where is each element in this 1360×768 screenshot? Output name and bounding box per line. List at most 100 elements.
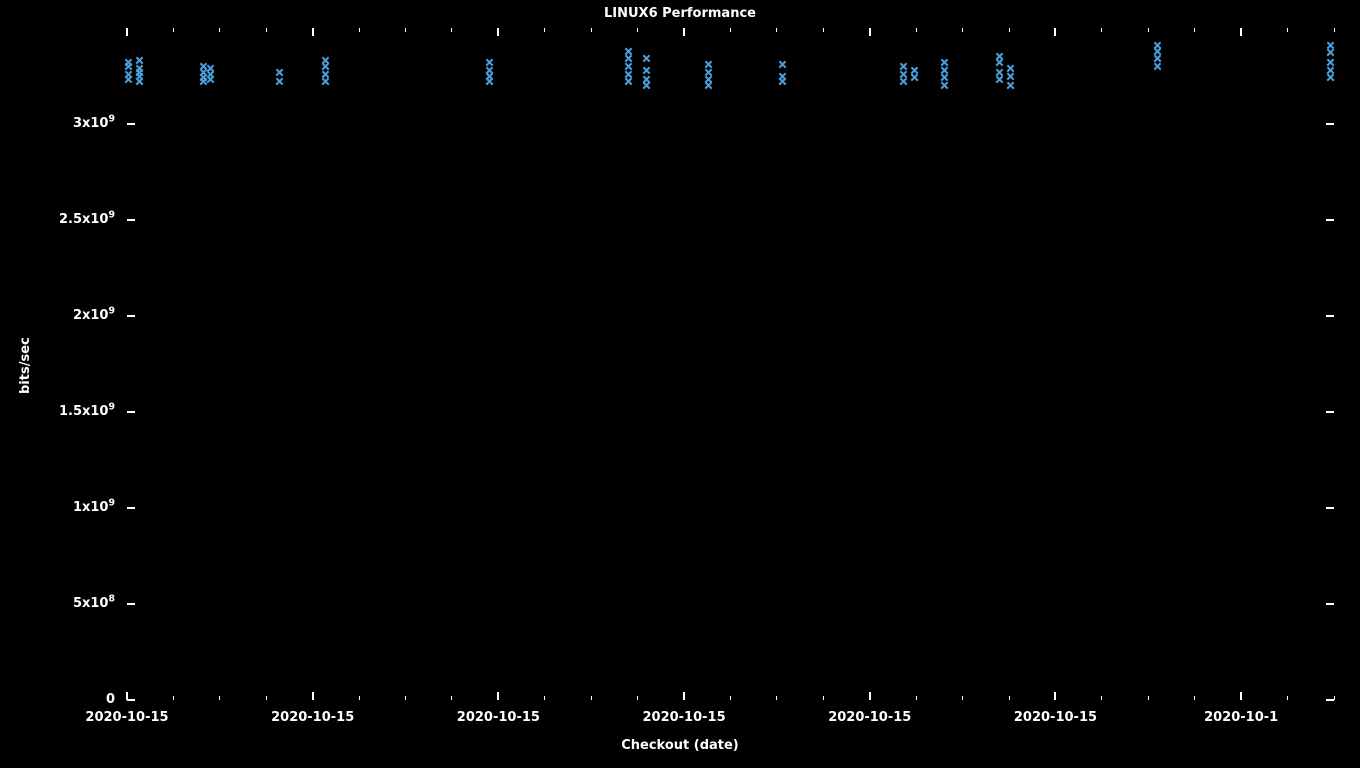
data-point (705, 61, 712, 68)
x-minor-tick-mark (359, 696, 360, 700)
x-tick-label: 2020-10-15 (448, 710, 548, 725)
x-tick-mark (1054, 28, 1056, 36)
x-minor-tick-mark (405, 696, 406, 700)
x-tick-mark (1240, 28, 1242, 36)
y-axis-label: bits/sec (18, 337, 33, 394)
x-minor-tick-mark (823, 696, 824, 700)
data-point (322, 78, 329, 85)
y-tick-mark (127, 603, 135, 605)
x-axis-label: Checkout (date) (0, 738, 1360, 753)
y-tick-mark (1326, 123, 1334, 125)
y-tick-mark (1326, 315, 1334, 317)
data-point (1007, 82, 1014, 89)
y-tick-mark (127, 411, 135, 413)
x-tick-mark (312, 28, 314, 36)
y-tick-mark (127, 315, 135, 317)
data-point (996, 69, 1003, 76)
x-minor-tick-mark (1101, 696, 1102, 700)
x-minor-tick-mark (1287, 28, 1288, 32)
data-point (1327, 49, 1334, 56)
x-minor-tick-mark (637, 28, 638, 32)
y-tick-label: 2.5x109 (59, 212, 115, 227)
data-point (996, 59, 1003, 66)
x-minor-tick-mark (219, 28, 220, 32)
x-minor-tick-mark (1194, 28, 1195, 32)
x-tick-label: 2020-10-15 (77, 710, 177, 725)
x-minor-tick-mark (1334, 28, 1335, 32)
y-tick-mark (1326, 603, 1334, 605)
data-point (996, 76, 1003, 83)
x-minor-tick-mark (823, 28, 824, 32)
data-point (486, 59, 493, 66)
x-minor-tick-mark (219, 696, 220, 700)
x-tick-mark (312, 692, 314, 700)
x-minor-tick-mark (544, 28, 545, 32)
x-minor-tick-mark (730, 28, 731, 32)
x-minor-tick-mark (266, 28, 267, 32)
x-tick-label: 2020-10-15 (634, 710, 734, 725)
x-tick-mark (497, 28, 499, 36)
y-tick-label: 0 (106, 692, 115, 707)
data-point (136, 78, 143, 85)
data-point (779, 78, 786, 85)
x-minor-tick-mark (916, 28, 917, 32)
data-point (486, 78, 493, 85)
x-tick-mark (126, 692, 128, 700)
x-tick-mark (869, 28, 871, 36)
y-tick-mark (1326, 507, 1334, 509)
y-tick-mark (1326, 411, 1334, 413)
data-point (643, 67, 650, 74)
x-minor-tick-mark (1101, 28, 1102, 32)
data-point (125, 63, 132, 70)
data-point (1154, 63, 1161, 70)
data-point (276, 69, 283, 76)
data-point (779, 61, 786, 68)
data-point (1007, 73, 1014, 80)
y-tick-mark (1326, 219, 1334, 221)
x-minor-tick-mark (637, 696, 638, 700)
performance-scatter-chart: LINUX6 Performance bits/sec Checkout (da… (0, 0, 1360, 768)
x-minor-tick-mark (1148, 696, 1149, 700)
x-minor-tick-mark (1194, 696, 1195, 700)
data-point (625, 78, 632, 85)
x-minor-tick-mark (1009, 696, 1010, 700)
x-minor-tick-mark (916, 696, 917, 700)
data-point (941, 59, 948, 66)
x-minor-tick-mark (591, 696, 592, 700)
data-point (1007, 65, 1014, 72)
x-tick-label: 2020-10-15 (1005, 710, 1105, 725)
data-point (643, 55, 650, 62)
x-minor-tick-mark (962, 696, 963, 700)
x-tick-mark (683, 692, 685, 700)
x-minor-tick-mark (1009, 28, 1010, 32)
x-minor-tick-mark (451, 696, 452, 700)
x-tick-mark (683, 28, 685, 36)
data-point (941, 82, 948, 89)
data-point (643, 82, 650, 89)
x-tick-label: 2020-10-15 (263, 710, 363, 725)
y-tick-mark (127, 699, 135, 701)
y-tick-mark (127, 219, 135, 221)
x-minor-tick-mark (1148, 28, 1149, 32)
data-point (1154, 55, 1161, 62)
x-minor-tick-mark (173, 28, 174, 32)
chart-title: LINUX6 Performance (0, 6, 1360, 21)
data-point (900, 78, 907, 85)
x-minor-tick-mark (776, 28, 777, 32)
data-point (125, 76, 132, 83)
x-tick-mark (126, 28, 128, 36)
x-tick-label: 2020-10-1 (1191, 710, 1291, 725)
x-minor-tick-mark (544, 696, 545, 700)
y-tick-label: 5x108 (73, 596, 115, 611)
data-point (207, 76, 214, 83)
x-tick-label: 2020-10-15 (820, 710, 920, 725)
x-minor-tick-mark (962, 28, 963, 32)
x-minor-tick-mark (405, 28, 406, 32)
data-point (625, 63, 632, 70)
data-point (900, 63, 907, 70)
y-tick-label: 1.5x109 (59, 404, 115, 419)
data-point (1327, 74, 1334, 81)
data-point (322, 63, 329, 70)
x-tick-mark (1054, 692, 1056, 700)
data-point (1327, 59, 1334, 66)
